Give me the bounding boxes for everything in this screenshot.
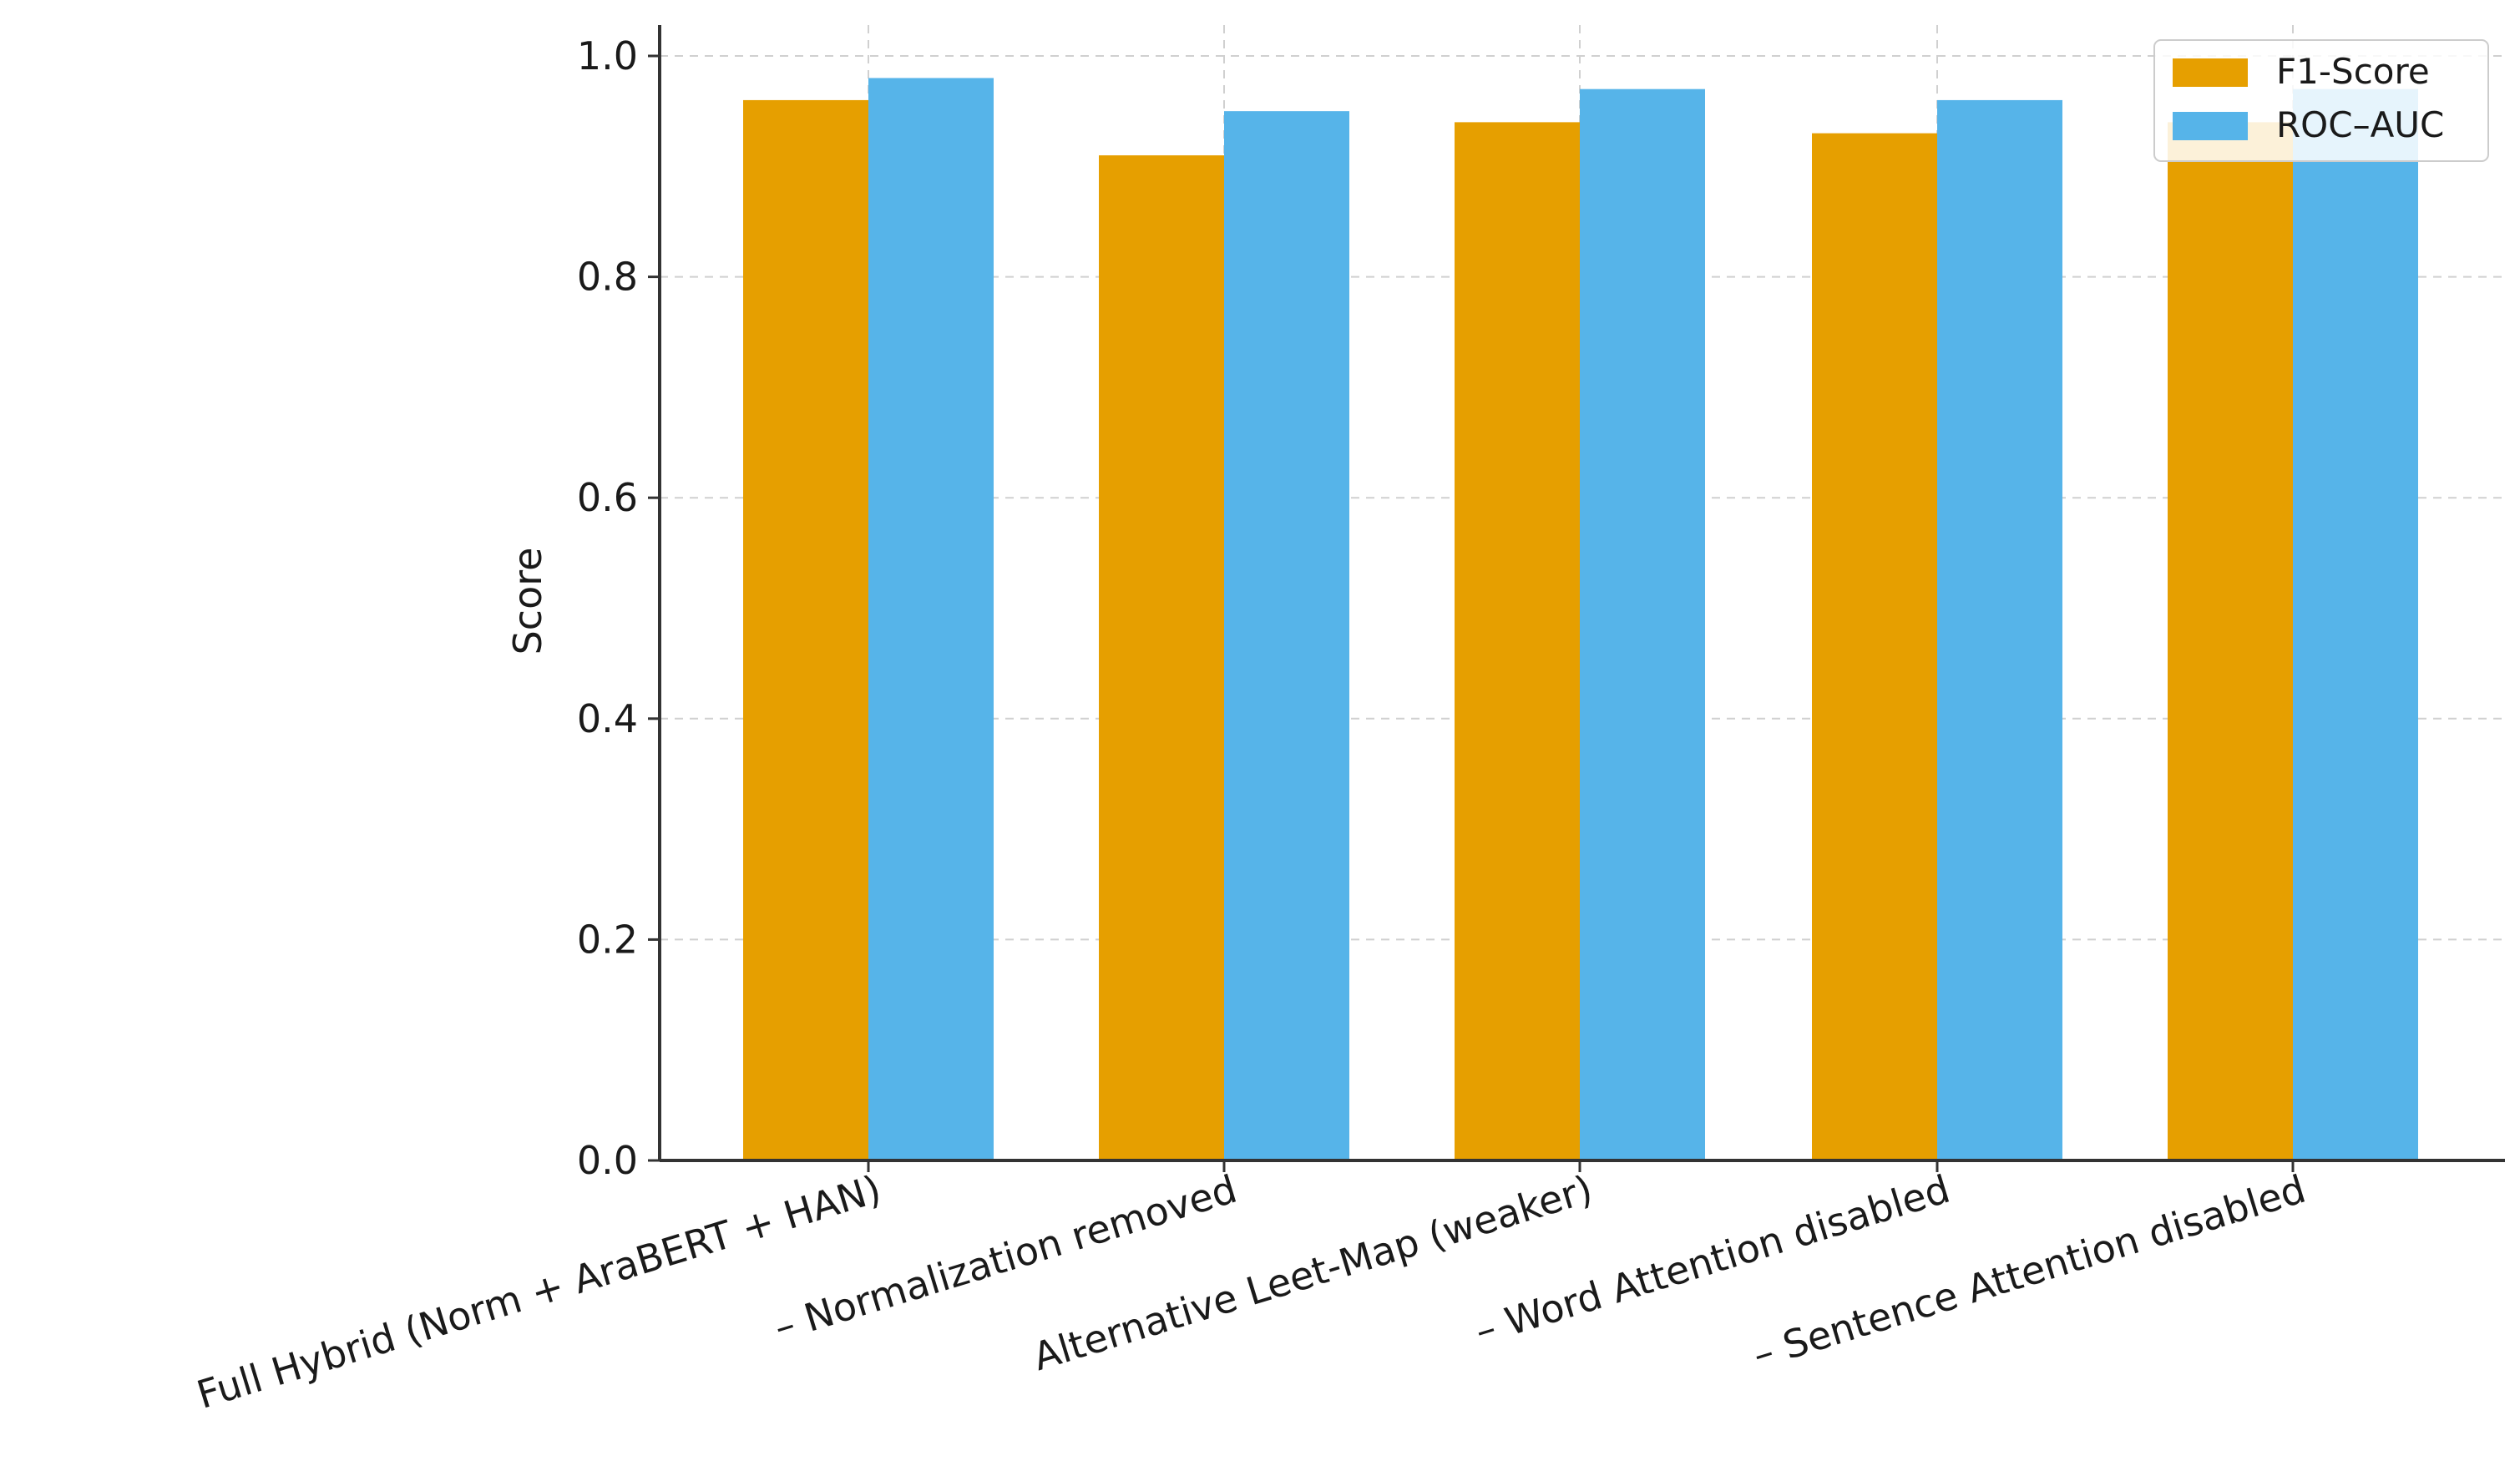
legend: F1-Score ROC–AUC bbox=[2153, 39, 2489, 162]
y-tick-label: 0.2 bbox=[577, 917, 638, 962]
legend-swatch bbox=[2173, 112, 2248, 140]
axes-layer bbox=[658, 25, 2505, 1162]
y-tick-label: 0.4 bbox=[577, 696, 638, 741]
x-axis-ticks: Full Hybrid (Norm + AraBERT + HAN)– Norm… bbox=[192, 1160, 2310, 1418]
bar-roc-auc bbox=[2293, 88, 2418, 1161]
bar-roc-auc bbox=[1937, 99, 2062, 1160]
y-axis-title: Score bbox=[505, 548, 550, 655]
legend-label: ROC–AUC bbox=[2276, 104, 2444, 145]
y-tick-label: 0.8 bbox=[577, 255, 638, 300]
x-tick-label: – Sentence Attention disabled bbox=[1748, 1166, 2310, 1378]
bar-roc-auc bbox=[1224, 111, 1349, 1160]
bar-f1-score bbox=[1812, 133, 1937, 1161]
x-tick-label: Full Hybrid (Norm + AraBERT + HAN) bbox=[192, 1166, 887, 1418]
legend-swatch bbox=[2173, 58, 2248, 87]
bar-f1-score bbox=[743, 99, 868, 1160]
bar-f1-score bbox=[1099, 155, 1224, 1160]
bar-f1-score bbox=[2168, 122, 2293, 1160]
bar-f1-score bbox=[1455, 122, 1580, 1160]
y-axis-ticks: 0.0 0.2 0.4 0.6 0.8 1.0 bbox=[577, 33, 660, 1183]
y-tick-label: 0.0 bbox=[577, 1138, 638, 1183]
x-tick-label: Alternative Leet-Map (weaker) bbox=[1028, 1166, 1597, 1379]
y-tick-label: 1.0 bbox=[577, 33, 638, 78]
bar-roc-auc bbox=[868, 78, 994, 1161]
bars-layer bbox=[743, 78, 2418, 1161]
y-tick-label: 0.6 bbox=[577, 475, 638, 520]
bar-roc-auc bbox=[1580, 88, 1705, 1161]
legend-label: F1-Score bbox=[2276, 51, 2430, 92]
